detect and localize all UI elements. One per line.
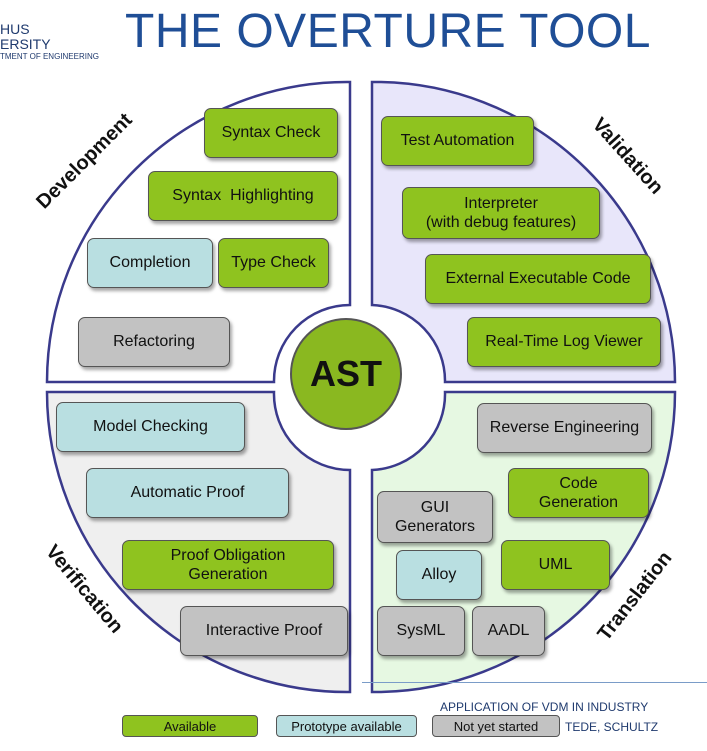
box-test-automation: Test Automation: [381, 116, 534, 166]
box-gui-generators-line1: GUI: [420, 498, 450, 516]
box-syntax-highlighting-label: Syntax Highlighting: [172, 187, 314, 205]
box-sysml: SysML: [377, 606, 465, 656]
ast-circle: AST: [290, 318, 402, 430]
box-real-time-log-viewer: Real-Time Log Viewer: [467, 317, 661, 367]
legend-available: Available: [122, 715, 258, 737]
box-real-time-log-viewer-label: Real-Time Log Viewer: [485, 333, 643, 351]
box-automatic-proof: Automatic Proof: [86, 468, 289, 518]
box-uml-label: UML: [538, 556, 573, 574]
logo-line-2: ERSITY: [0, 35, 51, 52]
legend-available-label: Available: [163, 718, 217, 734]
box-aadl: AADL: [472, 606, 545, 656]
box-gui-generators-line2: Generators: [394, 518, 476, 535]
legend-prototype-available: Prototype available: [276, 715, 417, 737]
logo-line-3: TMENT OF ENGINEERING: [0, 52, 99, 62]
logo-line-1: HUS: [0, 21, 30, 37]
box-syntax-check-label: Syntax Check: [221, 124, 321, 142]
box-gui-generators: GUI Generators: [377, 491, 493, 543]
box-alloy-label: Alloy: [421, 566, 457, 584]
box-completion: Completion: [87, 238, 213, 288]
box-proof-obligation-generation: Proof Obligation Generation: [122, 540, 334, 590]
box-sysml-label: SysML: [396, 622, 446, 640]
box-uml: UML: [501, 540, 610, 590]
box-refactoring: Refactoring: [78, 317, 230, 367]
box-reverse-engineering-label: Reverse Engineering: [489, 419, 640, 437]
box-code-generation-line2: Generation: [538, 494, 619, 511]
ast-label: AST: [310, 353, 382, 394]
box-aadl-label: AADL: [487, 622, 530, 640]
box-syntax-check: Syntax Check: [204, 108, 338, 158]
box-test-automation-label: Test Automation: [400, 132, 515, 150]
legend-prototype-label: Prototype available: [291, 718, 402, 734]
box-external-executable-code-label: External Executable Code: [445, 270, 631, 288]
box-interpreter: Interpreter (with debug features): [402, 187, 600, 239]
box-proof-obligation-line2: Generation: [188, 566, 268, 583]
page-title: THE OVERTURE TOOL: [125, 5, 651, 58]
box-type-check: Type Check: [218, 238, 329, 288]
university-logo: HUS ERSITY TMENT OF ENGINEERING: [0, 22, 99, 62]
footer-line-1: APPLICATION OF VDM IN INDUSTRY: [440, 700, 649, 714]
box-completion-label: Completion: [109, 254, 191, 272]
legend-not-yet-started: Not yet started: [432, 715, 560, 737]
legend-not-started-label: Not yet started: [453, 718, 539, 734]
box-code-generation-line1: Code: [559, 474, 598, 492]
box-type-check-label: Type Check: [231, 254, 316, 272]
box-external-executable-code: External Executable Code: [425, 254, 651, 304]
box-code-generation: Code Generation: [508, 468, 649, 518]
box-refactoring-label: Refactoring: [113, 333, 195, 351]
box-alloy: Alloy: [396, 550, 482, 600]
box-interactive-proof: Interactive Proof: [180, 606, 348, 656]
footer-line-2: TEDE, SCHULTZ: [565, 720, 659, 734]
box-interpreter-line2: (with debug features): [425, 214, 577, 231]
box-interactive-proof-label: Interactive Proof: [205, 622, 323, 640]
box-syntax-highlighting: Syntax Highlighting: [148, 171, 338, 221]
box-reverse-engineering: Reverse Engineering: [477, 403, 652, 453]
box-automatic-proof-label: Automatic Proof: [130, 484, 245, 502]
box-interpreter-line1: Interpreter: [464, 194, 538, 212]
box-model-checking-label: Model Checking: [93, 418, 208, 436]
box-proof-obligation-line1: Proof Obligation: [170, 546, 286, 564]
box-model-checking: Model Checking: [56, 402, 245, 452]
footer-divider: [362, 682, 707, 683]
